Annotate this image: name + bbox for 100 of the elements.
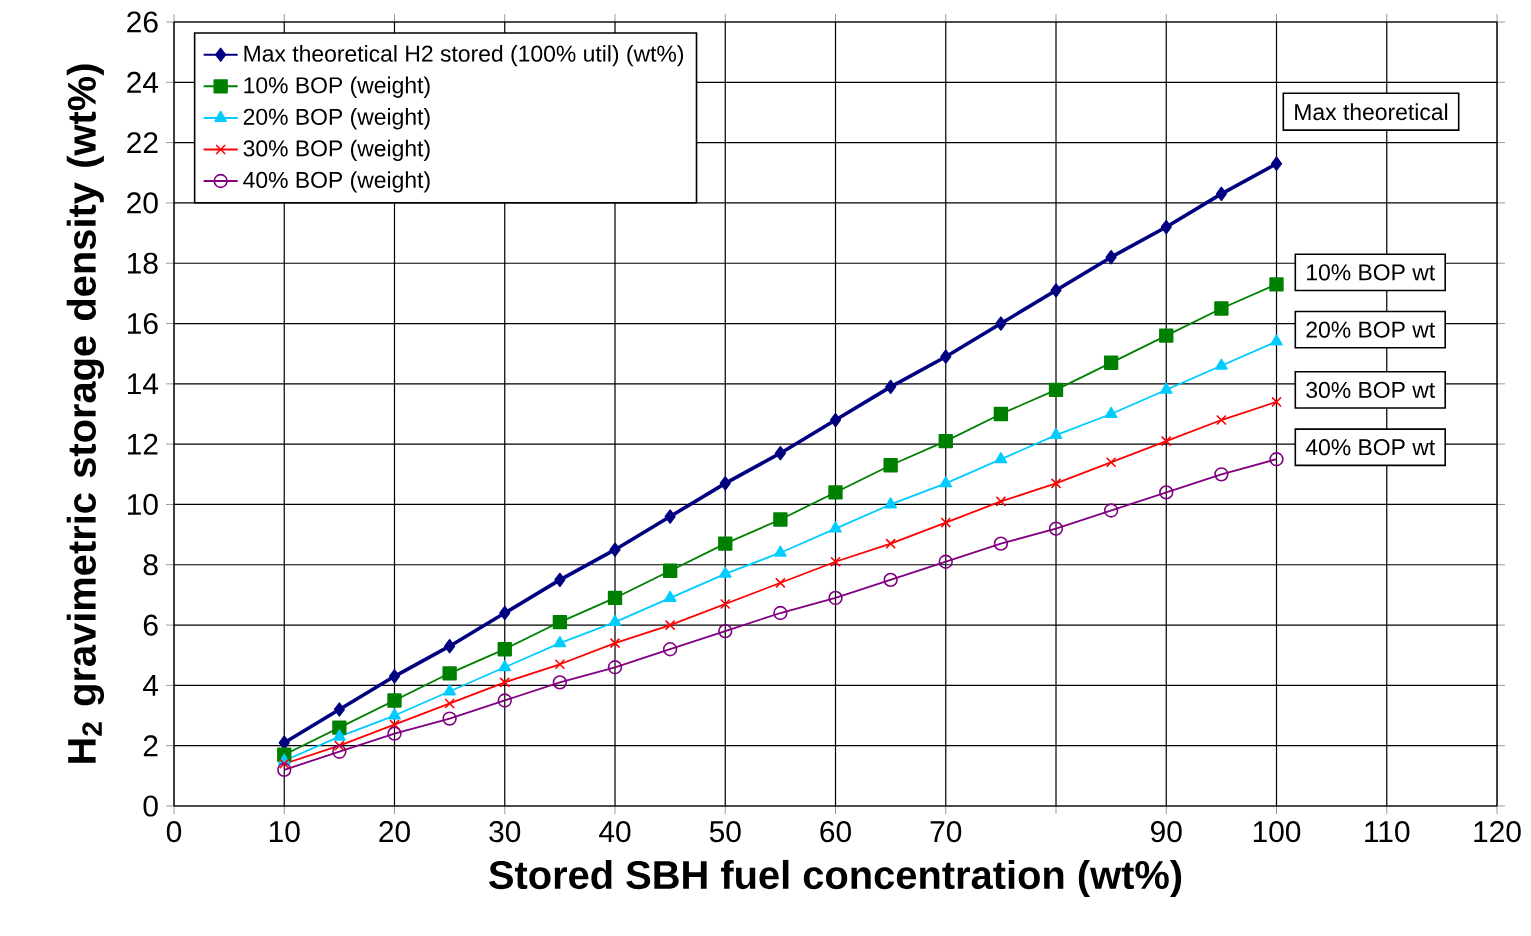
point xyxy=(1214,301,1229,316)
y-tick-label: 12 xyxy=(128,433,158,455)
point xyxy=(994,452,1008,464)
point xyxy=(938,433,953,449)
point xyxy=(553,635,567,648)
point xyxy=(1159,485,1174,500)
point xyxy=(718,623,733,639)
y-tick-label: 8 xyxy=(143,554,158,576)
x-tick-label: 100 xyxy=(1253,821,1301,843)
point xyxy=(1105,250,1117,265)
point xyxy=(609,637,621,649)
point xyxy=(497,642,512,657)
point xyxy=(333,702,345,717)
point xyxy=(1050,478,1062,489)
point xyxy=(444,698,455,709)
point xyxy=(277,762,292,777)
point xyxy=(830,556,841,568)
point xyxy=(1215,358,1228,370)
point xyxy=(1214,467,1229,482)
y-axis-title: H$_{2}$ gravimetric storage density (wt%) xyxy=(66,64,105,763)
point xyxy=(552,675,568,690)
point xyxy=(278,758,290,770)
point xyxy=(940,517,952,528)
point xyxy=(387,693,402,708)
y-tick-label: 6 xyxy=(143,614,158,636)
point xyxy=(1048,521,1064,536)
legend-label: Max theoretical H2 stored (100% util) (wt%) xyxy=(244,44,684,67)
point xyxy=(609,542,621,557)
point xyxy=(332,720,347,735)
point xyxy=(442,711,457,726)
point xyxy=(993,406,1009,422)
point xyxy=(718,536,733,551)
point xyxy=(1271,396,1282,408)
y-tick-label: 18 xyxy=(128,252,158,274)
point xyxy=(719,476,731,491)
point xyxy=(1159,382,1173,394)
x-tick-label: 10 xyxy=(269,821,300,843)
legend-label: 10% BOP (weight) xyxy=(244,76,430,98)
x-tick-label: 70 xyxy=(930,821,962,843)
point xyxy=(993,536,1009,551)
point xyxy=(995,496,1007,507)
y-tick-label: 14 xyxy=(128,373,159,395)
point xyxy=(664,509,676,524)
point xyxy=(828,485,843,500)
point xyxy=(719,598,731,610)
point xyxy=(718,566,732,578)
point xyxy=(662,563,678,578)
point xyxy=(1160,435,1172,447)
x-tick-label: 20 xyxy=(379,821,410,843)
x-tick-label: 40 xyxy=(599,821,631,843)
legend-label: 40% BOP (weight) xyxy=(243,171,430,193)
x-tick-label: 0 xyxy=(166,821,182,843)
y-tick-label: 16 xyxy=(128,312,158,335)
annotation: 20% BOP wt xyxy=(1306,321,1435,338)
point xyxy=(278,735,290,750)
point xyxy=(939,476,953,488)
x-tick-label: 50 xyxy=(709,821,741,843)
y-tick-label: 2 xyxy=(143,735,158,757)
point xyxy=(885,538,896,549)
annotation: 10% BOP wt xyxy=(1307,264,1435,281)
point xyxy=(332,744,347,759)
point xyxy=(442,666,457,681)
point xyxy=(664,619,676,631)
point xyxy=(884,497,897,509)
point xyxy=(1103,355,1119,370)
point xyxy=(828,590,843,606)
point xyxy=(1215,186,1227,202)
annotation: 30% BOP wt xyxy=(1306,381,1435,399)
point xyxy=(1160,219,1172,235)
point xyxy=(389,719,400,730)
point xyxy=(1269,277,1284,292)
point xyxy=(444,639,456,654)
point xyxy=(334,740,345,751)
point xyxy=(1049,427,1063,440)
point xyxy=(387,726,402,741)
point xyxy=(554,572,566,588)
point xyxy=(1104,406,1118,418)
annotation: Max theoretical xyxy=(1295,103,1448,121)
y-tick-label: 10 xyxy=(128,493,158,516)
point xyxy=(1048,382,1064,398)
point xyxy=(498,660,512,672)
point xyxy=(662,642,678,657)
point xyxy=(497,693,512,708)
point xyxy=(443,684,456,696)
point xyxy=(663,590,677,602)
point xyxy=(499,677,511,688)
point xyxy=(1105,456,1117,468)
point xyxy=(883,572,898,588)
point xyxy=(552,614,568,630)
point xyxy=(388,669,401,684)
point xyxy=(499,605,511,621)
point xyxy=(829,412,842,428)
point xyxy=(1103,503,1119,518)
point xyxy=(773,512,788,527)
point xyxy=(1050,283,1062,298)
x-tick-label: 60 xyxy=(820,821,851,843)
x-tick-label: 120 xyxy=(1474,821,1521,843)
point xyxy=(607,660,623,675)
point xyxy=(1216,414,1227,426)
x-tick-label: 110 xyxy=(1365,821,1410,843)
